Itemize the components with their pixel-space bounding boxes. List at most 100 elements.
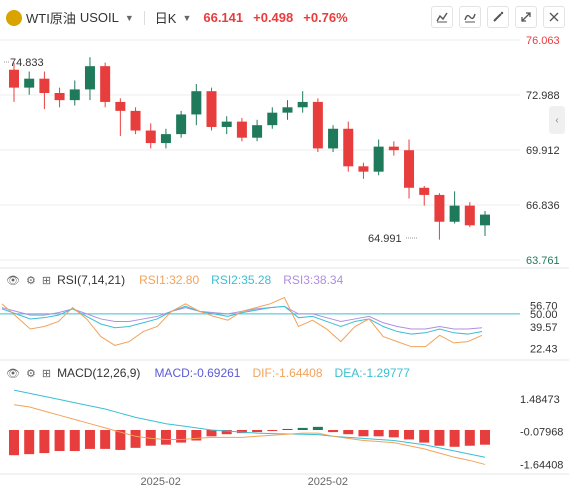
eye-icon[interactable]: 👁 [6, 274, 20, 287]
macd-histogram-bar [358, 430, 369, 437]
plus-box-icon[interactable]: ⊞ [41, 367, 52, 380]
macd-histogram-bar [84, 430, 95, 449]
rsi-axis-label: 22.43 [530, 344, 558, 356]
macd-histogram-bar [100, 430, 111, 449]
line-draw-icon[interactable] [431, 6, 453, 28]
macd-histogram-bar [328, 430, 339, 433]
macd-histogram-bar [282, 428, 293, 430]
gear-icon[interactable]: ⚙ [25, 367, 36, 380]
rsi-axis-label: 39.57 [530, 322, 558, 334]
price-axis-label: 72.988 [526, 90, 560, 102]
price-axis-label: 66.836 [526, 200, 560, 212]
price-axis-label: 69.912 [526, 145, 560, 157]
macd-histogram-bar [464, 430, 475, 446]
macd-histogram-bar [9, 430, 19, 456]
candle-body [221, 121, 232, 127]
settings-icon[interactable] [543, 6, 565, 28]
rsi3-value: RSI3:38.34 [283, 273, 344, 287]
macd-histogram-bar [449, 430, 460, 447]
expand-icon[interactable] [515, 6, 537, 28]
candle-body [449, 205, 460, 222]
period-selector[interactable]: 日K [154, 11, 177, 26]
brush-icon[interactable] [487, 6, 509, 28]
macd-histogram-bar [160, 430, 171, 445]
candle-body [9, 69, 19, 88]
macd-histogram-bar [191, 430, 202, 441]
macd-histogram-bar [373, 430, 384, 437]
rsi-title: RSI(7,14,21) [57, 273, 126, 287]
dif-value: DIF:-1.64408 [252, 366, 323, 380]
macd-histogram-bar [24, 430, 35, 455]
macd-histogram-bar [252, 430, 263, 433]
candle-body [115, 101, 126, 111]
indicator-icon[interactable] [459, 6, 481, 28]
macd-histogram-bar [343, 430, 354, 435]
macd-histogram-bar [419, 430, 430, 443]
macd-histogram-bar [206, 430, 217, 437]
candle-body [100, 66, 111, 102]
plus-box-icon[interactable]: ⊞ [41, 274, 52, 287]
eye-icon[interactable]: 👁 [6, 367, 20, 380]
candle-body [176, 114, 187, 135]
macd-histogram-bar [130, 430, 141, 448]
macd-histogram-bar [312, 426, 323, 430]
macd-histogram-bar [404, 430, 415, 440]
candle-body [312, 101, 323, 149]
macd-histogram-bar [434, 430, 445, 446]
macd-histogram-bar [176, 430, 187, 443]
candle-body [343, 128, 354, 167]
dif-line [13, 404, 486, 465]
rsi-header: 👁 ⚙ ⊞ RSI(7,14,21) RSI1:32.80 RSI2:35.28… [6, 273, 343, 287]
macd-axis-label: 1.48473 [520, 394, 560, 406]
collapse-panel-icon[interactable]: ‹ [549, 106, 565, 134]
price-change: +0.498 [253, 10, 294, 25]
price-change-percent: +0.76% [303, 10, 348, 25]
candle-body [419, 187, 430, 195]
rsi1-value: RSI1:32.80 [139, 273, 200, 287]
candle-body [434, 194, 445, 222]
chevron-down-icon[interactable]: ▼ [182, 12, 192, 23]
dea-line [13, 389, 486, 458]
candle-body [191, 91, 202, 115]
macd-histogram-bar [236, 430, 247, 434]
dea-value: DEA:-1.29777 [334, 366, 410, 380]
macd-histogram-bar [221, 430, 232, 435]
last-price: 66.141 [203, 10, 244, 25]
macd-histogram-bar [145, 430, 156, 446]
divider [143, 10, 145, 25]
macd-axis-label: -1.64408 [520, 460, 563, 472]
macd-histogram-bar [115, 430, 126, 450]
candle-body [24, 78, 35, 88]
instrument-name[interactable]: WTI原油 [26, 11, 76, 26]
macd-histogram-bar [54, 430, 65, 451]
chevron-down-icon[interactable]: ▼ [124, 12, 134, 23]
macd-histogram-bar [480, 430, 490, 445]
macd-axis-label: -0.07968 [520, 427, 563, 439]
rsi-axis-label: 56.70 [530, 300, 558, 312]
candle-body [282, 107, 293, 113]
candle-body [54, 92, 65, 101]
price-axis-label: 63.761 [526, 255, 560, 267]
macd-title: MACD(12,26,9) [57, 366, 141, 380]
chart-header: WTI原油 USOIL ▼ 日K ▼ 66.141 +0.498 +0.76% [0, 0, 569, 34]
candle-body [252, 125, 263, 138]
candle-body [267, 112, 278, 126]
candle-body [130, 110, 141, 131]
candle-body [84, 66, 95, 90]
macd-histogram-bar [69, 430, 80, 451]
candle-body [358, 166, 369, 172]
macd-histogram-bar [297, 427, 308, 430]
date-axis-label: 2025-02 [141, 476, 181, 488]
macd-histogram-bar [267, 430, 278, 432]
rsi1-line [1, 296, 483, 348]
symbol-code[interactable]: USOIL [79, 10, 119, 25]
toolbar [431, 6, 565, 28]
gear-icon[interactable]: ⚙ [25, 274, 36, 287]
candle-body [297, 101, 308, 108]
macd-histogram-bar [39, 430, 50, 454]
candle-body [373, 146, 384, 172]
candle-body [328, 128, 339, 149]
high-price-annotation: 74.833 [10, 57, 44, 69]
